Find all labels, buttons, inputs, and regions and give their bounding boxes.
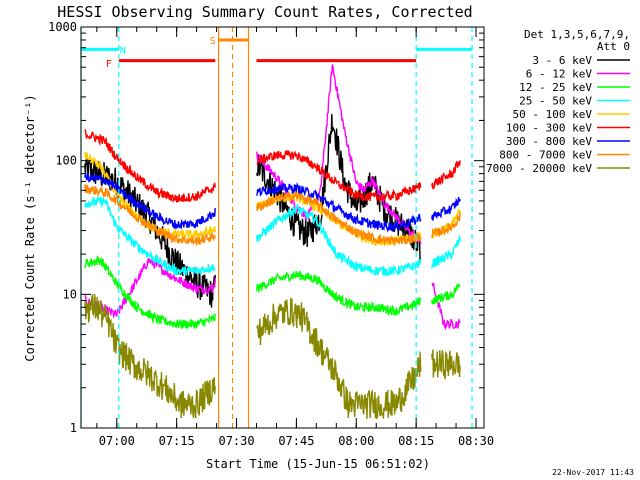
x-tick-label-07:45: 07:45: [278, 434, 314, 448]
y-tick-label-1: 1: [70, 421, 77, 435]
x-tick-label-07:30: 07:30: [218, 434, 254, 448]
annotation-label-S: S: [210, 36, 216, 47]
timestamp: 22-Nov-2017 11:43: [552, 468, 634, 477]
legend-label-2: 6 - 12 keV: [526, 68, 593, 81]
series-line-4: [84, 195, 461, 277]
y-axis-label: Corrected Count Rate (s⁻¹ detector⁻¹): [23, 94, 37, 361]
x-tick-label-08:00: 08:00: [338, 434, 374, 448]
annotation-label-N: N: [120, 45, 126, 56]
plot-frame: [80, 26, 485, 429]
series-layer: [84, 64, 461, 420]
x-tick-label-07:00: 07:00: [99, 434, 135, 448]
annotation-layer: FN S: [80, 27, 473, 428]
legend-label-8: 800 - 7000 keV: [499, 149, 592, 162]
legend-label-3: 12 - 25 keV: [519, 81, 592, 94]
x-tick-label-07:15: 07:15: [159, 434, 195, 448]
x-tick-label-08:15: 08:15: [398, 434, 434, 448]
legend-label-4: 25 - 50 keV: [519, 95, 592, 108]
series-line-7: [84, 171, 461, 233]
series-line-8: [84, 184, 461, 246]
legend-label-7: 300 - 800 keV: [506, 135, 592, 148]
legend-label-9: 7000 - 20000 keV: [486, 162, 592, 175]
series-line-6: [84, 129, 461, 204]
legend-header-2: Att 0: [597, 40, 630, 53]
legend-label-5: 50 - 100 keV: [513, 108, 593, 121]
legend-label-1: 3 - 6 keV: [532, 54, 592, 67]
series-line-3: [84, 254, 461, 331]
series-line-9: [84, 293, 461, 420]
x-axis-label: Start Time (15-Jun-15 06:51:02): [206, 457, 430, 471]
x-tick-label-08:30: 08:30: [458, 434, 494, 448]
annotation-label-F: F: [106, 59, 112, 70]
chart-title: HESSI Observing Summary Count Rates, Cor…: [57, 3, 472, 21]
legend-header-1: Det 1,3,5,6,7,9,: [524, 28, 630, 41]
y-tick-label-100: 100: [55, 154, 77, 168]
axes-layer: 1 10 100 1000 07:00 07:15 07:30 07:45 08:00 08:15…: [48, 20, 494, 448]
legend-label-6: 100 - 300 keV: [506, 122, 592, 135]
y-tick-label-10: 10: [63, 287, 77, 301]
y-tick-label-1000: 1000: [48, 20, 77, 34]
